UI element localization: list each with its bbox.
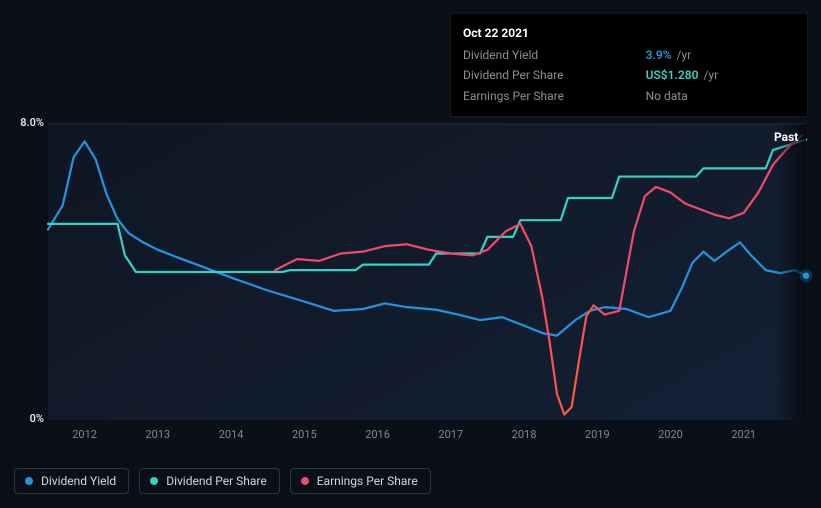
- tooltip-date: Oct 22 2021: [463, 24, 795, 43]
- legend-dot-icon: [25, 477, 33, 485]
- legend-dot-icon: [301, 477, 309, 485]
- tooltip-row-label: Earnings Per Share: [463, 86, 646, 107]
- tooltip-row-value: No data: [646, 86, 795, 107]
- tooltip-row-label: Dividend Yield: [463, 45, 646, 66]
- x-tick-label: 2018: [512, 428, 537, 441]
- tooltip-row-value: 3.9% /yr: [646, 45, 795, 66]
- x-tick-label: 2020: [658, 428, 683, 441]
- x-tick-label: 2017: [438, 428, 463, 441]
- x-tick-label: 2021: [731, 428, 756, 441]
- y-tick-label: 8.0%: [4, 116, 44, 129]
- legend-item-label: Dividend Per Share: [166, 474, 267, 488]
- tooltip-table: Dividend Yield3.9% /yrDividend Per Share…: [463, 45, 795, 107]
- tooltip-row-label: Dividend Per Share: [463, 65, 646, 86]
- x-tick-label: 2016: [365, 428, 390, 441]
- tooltip-row: Earnings Per ShareNo data: [463, 86, 795, 107]
- x-tick-label: 2019: [585, 428, 610, 441]
- current-point-marker: [800, 269, 813, 282]
- chart-tooltip: Oct 22 2021 Dividend Yield3.9% /yrDivide…: [451, 14, 807, 116]
- tooltip-row-value: US$1.280 /yr: [646, 65, 795, 86]
- past-label: Past: [774, 130, 798, 144]
- tooltip-row: Dividend Yield3.9% /yr: [463, 45, 795, 66]
- x-tick-label: 2015: [292, 428, 317, 441]
- legend-item-dividend_yield[interactable]: Dividend Yield: [14, 468, 129, 494]
- x-tick-label: 2014: [219, 428, 244, 441]
- chart-legend: Dividend Yield Dividend Per Share Earnings…: [14, 468, 431, 494]
- x-tick-label: 2013: [145, 428, 170, 441]
- tooltip-row: Dividend Per ShareUS$1.280 /yr: [463, 65, 795, 86]
- legend-item-label: Earnings Per Share: [317, 474, 418, 488]
- legend-dot-icon: [150, 477, 158, 485]
- legend-item-label: Dividend Yield: [41, 474, 116, 488]
- y-tick-label: 0%: [4, 412, 44, 425]
- legend-item-dividend_per_share[interactable]: Dividend Per Share: [139, 468, 280, 494]
- legend-item-earnings_per_share[interactable]: Earnings Per Share: [290, 468, 431, 494]
- x-tick-label: 2012: [72, 428, 97, 441]
